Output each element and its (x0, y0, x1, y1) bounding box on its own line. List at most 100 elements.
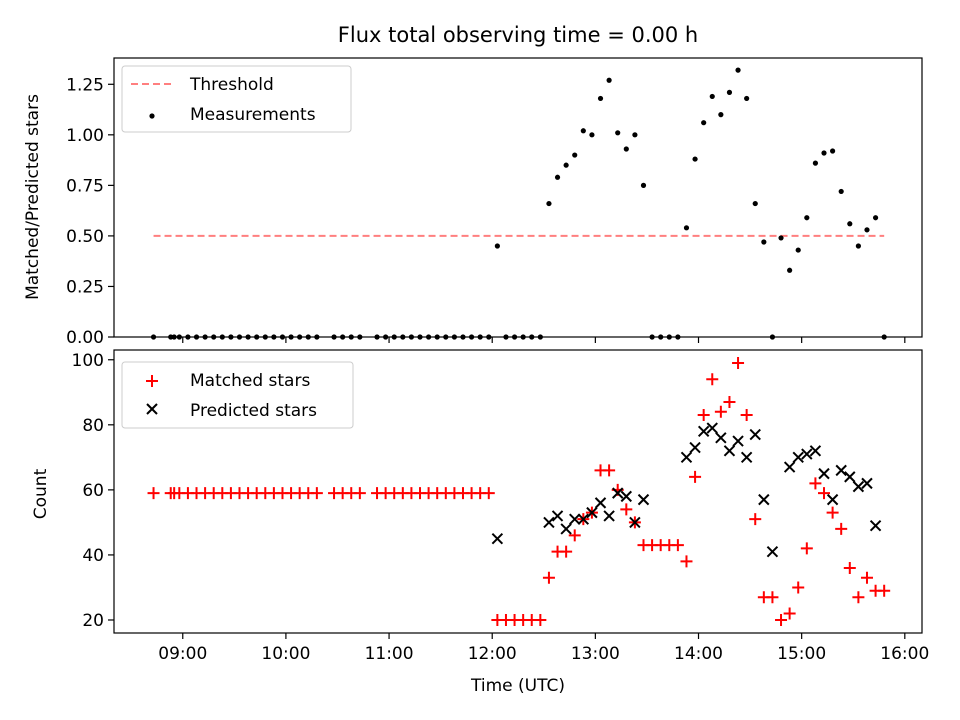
measurement-point (374, 334, 380, 340)
measurement-point (649, 334, 655, 340)
measurement-point (511, 334, 518, 340)
bottom-y-tick-label: 40 (82, 546, 104, 566)
measurement-point (211, 334, 217, 340)
measurement-point (408, 334, 415, 340)
measurement-point (855, 243, 861, 249)
matched-star-point (603, 464, 616, 477)
bottom-y-tick-label: 80 (82, 416, 104, 436)
measurement-point (460, 334, 466, 340)
measurement-point (529, 334, 535, 340)
measurement-point (606, 77, 612, 83)
measurement-point (812, 160, 819, 166)
measurement-point (331, 334, 337, 340)
measurement-point (297, 334, 303, 340)
matched-star-point (542, 571, 555, 584)
bottom-panel: Count 20 40 60 80 100 09:00 10:00 11:00 12:00 13… (31, 349, 929, 696)
matched-star-point (697, 409, 710, 422)
bottom-x-tick-label: 12:00 (468, 644, 517, 664)
matched-star-point (852, 591, 865, 604)
measurement-point (171, 334, 177, 340)
measurement-point (434, 334, 440, 340)
measurement-point (503, 334, 509, 340)
predicted-star-point (560, 523, 572, 535)
predicted-star-point (732, 435, 744, 447)
predicted-star-point (826, 493, 839, 506)
predicted-star-point (792, 451, 804, 464)
measurement-point (486, 334, 492, 340)
matched-star-point (835, 522, 848, 535)
measurement-point (872, 215, 879, 221)
matched-star-point (860, 571, 873, 584)
bottom-x-tick-label: 10:00 (261, 644, 310, 664)
measurement-point (821, 150, 827, 156)
legend-threshold-label: Threshold (189, 75, 274, 95)
predicted-star-point (620, 490, 633, 503)
matched-star-point (310, 487, 323, 500)
predicted-star-point (809, 445, 822, 457)
measurement-point (383, 334, 389, 340)
predicted-star-point (783, 461, 796, 473)
matched-star-point (723, 396, 736, 409)
legend-measurements-swatch (149, 113, 155, 119)
predicted-star-point (629, 516, 641, 529)
measurement-point (597, 95, 604, 102)
measurement-point (314, 334, 320, 340)
predicted-star-point (852, 480, 865, 493)
matched-star-point (792, 581, 805, 594)
measurement-point (228, 334, 234, 340)
measurement-point (615, 130, 621, 136)
measurement-point (804, 215, 810, 221)
measurement-point (718, 112, 724, 118)
measurement-point (288, 334, 294, 340)
bottom-plot-marks (147, 357, 891, 626)
matched-star-point (568, 529, 581, 542)
matched-star-point (147, 487, 160, 500)
measurement-point (709, 93, 715, 100)
measurement-point (752, 200, 758, 207)
bottom-legend-frame (121, 361, 354, 429)
measurement-point (262, 334, 268, 340)
predicted-star-point (612, 487, 624, 499)
predicted-star-point (569, 513, 581, 525)
measurement-point (340, 334, 346, 340)
measurement-point (150, 334, 157, 340)
predicted-star-point (740, 451, 753, 464)
top-panel: Matched/Predicted stars 0.00 0.25 0.50 0.75… (23, 57, 923, 348)
measurement-point (864, 227, 870, 233)
measurement-point (744, 95, 750, 102)
measurement-point (400, 334, 406, 340)
legend-predicted-swatch (146, 403, 158, 415)
matched-star-point (689, 470, 702, 483)
measurement-point (761, 239, 767, 245)
measurement-point (451, 334, 457, 340)
matched-star-point (878, 584, 891, 597)
matched-star-point (826, 506, 839, 519)
measurement-point (726, 89, 733, 95)
top-legend: Threshold Measurements (121, 65, 352, 133)
top-y-ticks: 0.00 0.25 0.50 0.75 1.00 1.25 (66, 75, 114, 348)
matched-star-point (766, 591, 779, 604)
measurement-point (426, 334, 432, 340)
measurement-point (443, 334, 449, 340)
measurement-point (666, 334, 672, 340)
measurement-point (683, 225, 690, 231)
bottom-y-tick-label: 100 (72, 351, 104, 371)
top-y-tick-label: 0.50 (66, 227, 104, 247)
measurement-point (658, 334, 664, 340)
measurement-point (468, 334, 475, 340)
predicted-star-point (689, 441, 701, 454)
x-axis-label: Time (UTC) (470, 676, 565, 696)
top-legend-frame (121, 65, 352, 133)
measurement-point (417, 334, 423, 340)
measurement-point (520, 334, 526, 340)
matched-star-point (620, 503, 633, 516)
bottom-x-tick-label: 09:00 (158, 644, 207, 664)
bottom-y-axis-label: Count (31, 468, 51, 519)
measurement-point (305, 334, 311, 340)
predicted-star-point (594, 497, 607, 509)
bottom-y-ticks: 20 40 60 80 100 (72, 351, 114, 631)
predicted-star-point (835, 464, 847, 477)
measurement-point (675, 334, 681, 340)
predicted-star-point (491, 532, 504, 545)
measurement-point (623, 146, 629, 152)
